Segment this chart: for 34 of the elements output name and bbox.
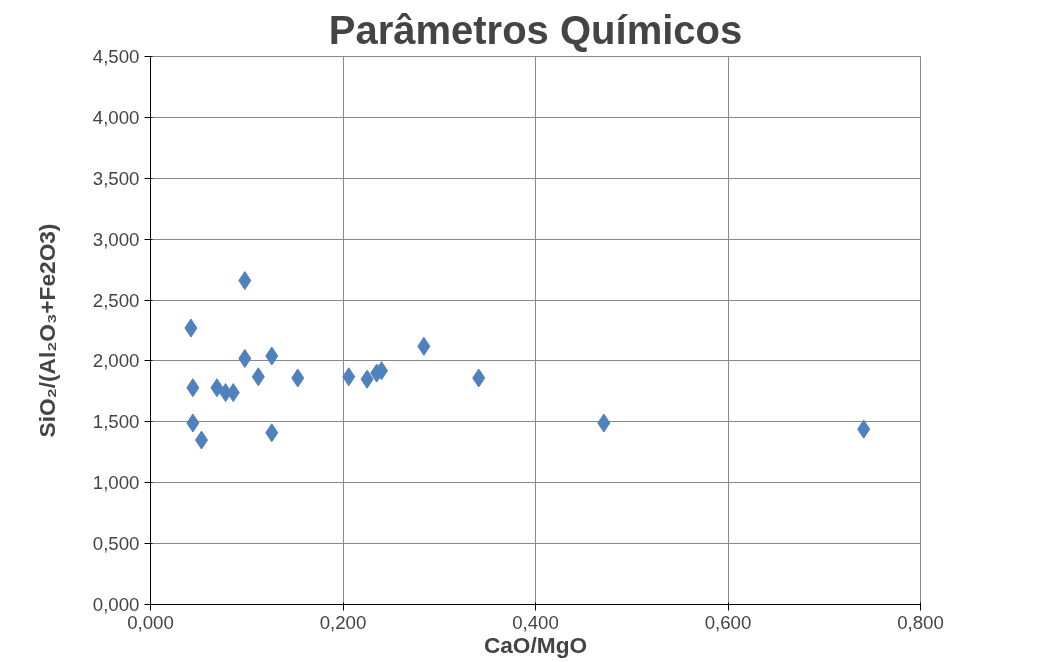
- point: [186, 413, 200, 433]
- y-tick-label: 3,500: [92, 167, 140, 189]
- point: [210, 378, 224, 398]
- point: [195, 430, 209, 450]
- x-tick-label: 0,400: [512, 611, 559, 633]
- point: [857, 419, 871, 439]
- point: [360, 369, 374, 389]
- point: [251, 367, 265, 387]
- chart-title: Parâmetros Químicos: [328, 7, 743, 52]
- point: [472, 368, 486, 388]
- y-tick-label: 3,000: [92, 228, 140, 250]
- y-tick-label: 4,000: [92, 106, 140, 128]
- x-tick-label: 0,200: [319, 611, 367, 633]
- point: [265, 346, 279, 366]
- y-tick-label: 1,500: [92, 411, 140, 433]
- point: [597, 413, 611, 433]
- point: [417, 336, 431, 356]
- y-axis-title: SiO₂/(Al₂O₃+Fe2O3): [33, 223, 60, 438]
- point: [291, 368, 305, 388]
- point: [226, 383, 240, 403]
- x-tick-label: 0,600: [704, 611, 752, 633]
- x-axis-title: CaO/MgO: [483, 631, 588, 658]
- y-tick-label: 0,500: [92, 533, 140, 555]
- point: [238, 271, 252, 291]
- point: [265, 423, 279, 443]
- point: [186, 378, 200, 398]
- point: [184, 318, 198, 338]
- x-tick-label: 0,800: [897, 611, 944, 633]
- y-tick-label: 2,000: [92, 350, 140, 372]
- y-tick-label: 1,000: [92, 472, 140, 494]
- y-tick-label: 4,500: [92, 46, 140, 67]
- point: [238, 349, 252, 369]
- point: [342, 367, 356, 387]
- y-tick-label: 2,500: [92, 289, 140, 311]
